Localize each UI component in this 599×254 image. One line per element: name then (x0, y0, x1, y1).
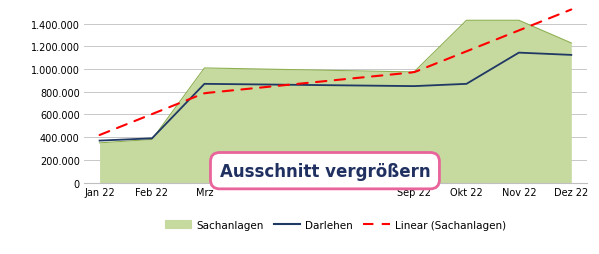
Legend: Sachanlagen, Darlehen, Linear (Sachanlagen): Sachanlagen, Darlehen, Linear (Sachanlag… (161, 215, 510, 234)
Text: Ausschnitt vergrößern: Ausschnitt vergrößern (220, 162, 430, 180)
